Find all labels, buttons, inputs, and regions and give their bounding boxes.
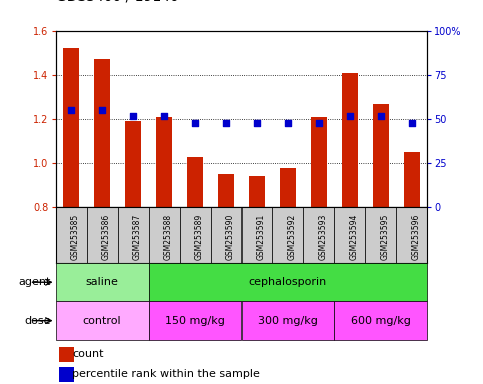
Point — [284, 119, 292, 126]
Bar — [211, 207, 242, 263]
Bar — [149, 301, 242, 340]
Point — [346, 113, 354, 119]
Text: GSM253596: GSM253596 — [412, 214, 421, 260]
Bar — [303, 207, 334, 263]
Bar — [272, 207, 303, 263]
Text: 600 mg/kg: 600 mg/kg — [351, 316, 411, 326]
Bar — [366, 207, 397, 263]
Text: dose: dose — [24, 316, 51, 326]
Bar — [56, 263, 149, 301]
Point — [222, 119, 230, 126]
Text: GSM253589: GSM253589 — [195, 214, 204, 260]
Text: percentile rank within the sample: percentile rank within the sample — [72, 369, 260, 379]
Point — [98, 107, 106, 113]
Bar — [59, 367, 74, 382]
Text: count: count — [72, 349, 104, 359]
Point — [160, 113, 168, 119]
Text: GSM253590: GSM253590 — [226, 214, 235, 260]
Text: agent: agent — [18, 277, 51, 287]
Text: 300 mg/kg: 300 mg/kg — [258, 316, 318, 326]
Text: GSM253592: GSM253592 — [288, 214, 297, 260]
Bar — [404, 152, 420, 207]
Text: control: control — [83, 316, 121, 326]
Point — [377, 113, 385, 119]
Bar — [218, 174, 234, 207]
Bar — [249, 177, 265, 207]
Point — [67, 107, 75, 113]
Bar — [342, 73, 358, 207]
Point — [408, 119, 416, 126]
Bar — [63, 48, 79, 207]
Text: GSM253595: GSM253595 — [381, 214, 390, 260]
Bar — [242, 207, 272, 263]
Text: GSM253588: GSM253588 — [164, 214, 173, 260]
Text: GDS3400 / 19140: GDS3400 / 19140 — [56, 0, 178, 3]
Point — [315, 119, 323, 126]
Bar — [59, 346, 74, 362]
Text: GSM253593: GSM253593 — [319, 214, 328, 260]
Text: GSM253586: GSM253586 — [102, 214, 111, 260]
Point — [191, 119, 199, 126]
Bar — [335, 207, 366, 263]
Bar — [187, 157, 203, 207]
Bar — [373, 104, 389, 207]
Bar — [156, 117, 172, 207]
Bar — [86, 207, 117, 263]
Text: saline: saline — [85, 277, 118, 287]
Bar — [149, 263, 427, 301]
Bar — [280, 167, 296, 207]
Bar — [397, 207, 427, 263]
Bar — [117, 207, 149, 263]
Text: GSM253587: GSM253587 — [133, 214, 142, 260]
Point — [129, 113, 137, 119]
Text: 150 mg/kg: 150 mg/kg — [165, 316, 225, 326]
Point — [253, 119, 261, 126]
Bar — [311, 117, 327, 207]
Bar — [94, 60, 110, 207]
Text: cephalosporin: cephalosporin — [249, 277, 327, 287]
Text: GSM253585: GSM253585 — [71, 214, 80, 260]
Bar — [242, 301, 334, 340]
Text: GSM253591: GSM253591 — [257, 214, 266, 260]
Bar — [180, 207, 211, 263]
Bar — [56, 301, 149, 340]
Bar — [149, 207, 180, 263]
Bar — [125, 121, 141, 207]
Text: GSM253594: GSM253594 — [350, 214, 359, 260]
Bar — [335, 301, 427, 340]
Bar — [56, 207, 86, 263]
